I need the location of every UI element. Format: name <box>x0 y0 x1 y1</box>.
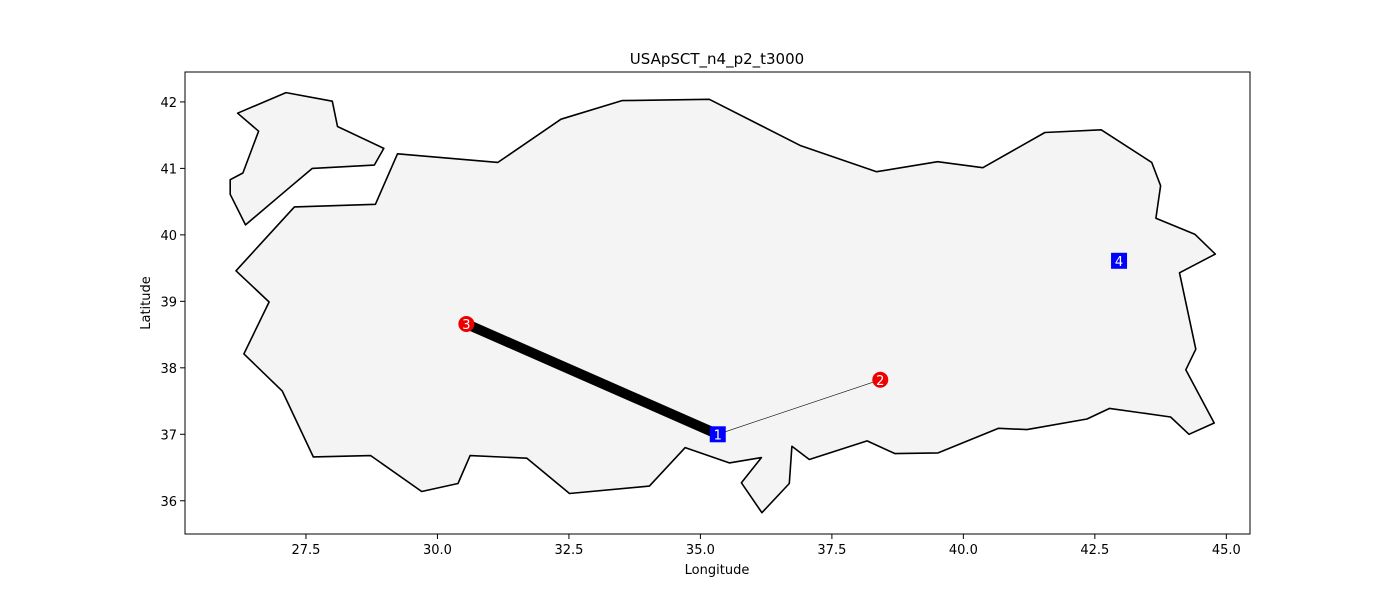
edge-1-3 <box>464 319 720 439</box>
y-axis-label: Latitude <box>139 276 154 330</box>
node-marker-circle <box>458 315 475 332</box>
edges-layer <box>464 319 881 439</box>
y-tick-label: 36 <box>160 495 177 510</box>
nodes-layer: 1 2 3 4 <box>458 252 1128 443</box>
node-label: 3 <box>462 318 470 333</box>
y-tick-label: 39 <box>160 295 177 310</box>
x-axis-label: Longitude <box>685 563 750 578</box>
x-tick-label: 32.5 <box>554 543 583 558</box>
node-1: 1 <box>709 426 726 443</box>
y-tick-label: 38 <box>160 362 177 377</box>
edge-1-2 <box>717 379 881 435</box>
x-tick-label: 45.0 <box>1212 543 1241 558</box>
y-tick-label: 41 <box>160 162 177 177</box>
node-marker-square <box>1111 252 1128 269</box>
node-label: 4 <box>1115 255 1123 270</box>
x-axis-ticks: 27.5 30.0 32.5 35.0 37.5 40.0 42.5 45.0 <box>291 534 1241 558</box>
node-2: 2 <box>872 371 889 389</box>
y-tick-label: 42 <box>160 96 177 111</box>
y-tick-label: 37 <box>160 428 177 443</box>
x-tick-label: 40.0 <box>949 543 978 558</box>
chart-title: USApSCT_n4_p2_t3000 <box>630 50 804 69</box>
node-marker-circle <box>872 371 889 388</box>
y-tick-label: 40 <box>160 229 177 244</box>
x-tick-label: 30.0 <box>423 543 452 558</box>
y-axis-ticks: 36 37 38 39 40 41 42 <box>160 96 185 510</box>
node-3: 3 <box>458 315 475 333</box>
x-tick-label: 42.5 <box>1080 543 1109 558</box>
region-anatolia <box>235 98 1217 514</box>
node-4: 4 <box>1111 252 1128 270</box>
axes-frame <box>184 71 1251 535</box>
node-label: 2 <box>876 374 884 389</box>
region-thrace <box>229 91 385 226</box>
x-tick-label: 27.5 <box>291 543 320 558</box>
regions-layer <box>229 91 1217 514</box>
x-tick-label: 37.5 <box>817 543 846 558</box>
node-marker-square <box>709 426 726 443</box>
node-label: 1 <box>714 428 722 443</box>
x-tick-label: 35.0 <box>686 543 715 558</box>
